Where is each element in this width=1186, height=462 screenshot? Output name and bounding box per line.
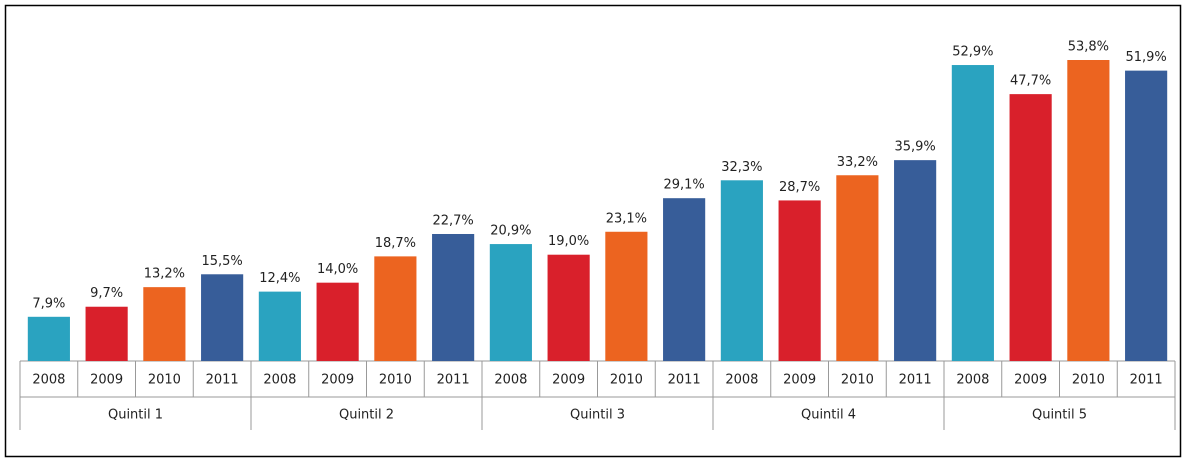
value-label: 12,4%	[259, 271, 300, 286]
year-label: 2008	[494, 373, 527, 388]
bar	[836, 175, 879, 361]
bar	[258, 291, 301, 361]
bar	[1009, 94, 1052, 362]
value-label: 53,8%	[1068, 40, 1109, 55]
value-label: 52,9%	[952, 45, 993, 60]
year-label: 2011	[206, 373, 239, 388]
value-label: 47,7%	[1010, 74, 1051, 89]
value-label: 18,7%	[375, 236, 416, 251]
year-label: 2008	[263, 373, 296, 388]
bar	[27, 316, 70, 361]
year-label: 2009	[783, 373, 816, 388]
value-label: 32,3%	[721, 160, 762, 175]
value-label: 7,9%	[32, 296, 65, 311]
bar	[85, 306, 128, 361]
value-label: 14,0%	[317, 262, 358, 277]
value-label: 13,2%	[144, 267, 185, 282]
value-label: 22,7%	[432, 213, 473, 228]
frame	[4, 4, 1182, 458]
value-label: 28,7%	[779, 180, 820, 195]
category-label: Quintil 1	[108, 408, 163, 423]
bar	[720, 180, 763, 361]
value-label: 29,1%	[663, 178, 704, 193]
bar	[432, 233, 475, 361]
bar	[605, 231, 648, 361]
bar	[894, 160, 937, 361]
category-label: Quintil 5	[1032, 408, 1087, 423]
bar	[316, 282, 359, 361]
year-label: 2009	[552, 373, 585, 388]
bar	[951, 65, 994, 362]
value-label: 23,1%	[606, 211, 647, 226]
year-label: 2010	[148, 373, 181, 388]
bar	[489, 244, 532, 361]
bar	[143, 287, 186, 361]
year-label: 2008	[32, 373, 65, 388]
category-label: Quintil 2	[339, 408, 394, 423]
year-label: 2011	[668, 373, 701, 388]
year-label: 2010	[610, 373, 643, 388]
year-label: 2011	[437, 373, 470, 388]
year-label: 2009	[321, 373, 354, 388]
bar	[374, 256, 417, 361]
value-label: 19,0%	[548, 234, 589, 249]
year-label: 2010	[841, 373, 874, 388]
category-label: Quintil 3	[570, 408, 625, 423]
year-label: 2011	[1130, 373, 1163, 388]
bar	[1125, 70, 1168, 361]
value-label: 35,9%	[894, 140, 935, 155]
value-label: 20,9%	[490, 224, 531, 239]
year-label: 2008	[956, 373, 989, 388]
bar	[663, 198, 706, 361]
value-label: 51,9%	[1125, 50, 1166, 65]
year-label: 2008	[725, 373, 758, 388]
bar	[778, 200, 821, 361]
value-label: 33,2%	[837, 155, 878, 170]
bar	[547, 254, 590, 361]
year-label: 2011	[899, 373, 932, 388]
year-label: 2009	[90, 373, 123, 388]
category-label: Quintil 4	[801, 408, 856, 423]
year-label: 2009	[1014, 373, 1047, 388]
year-label: 2010	[379, 373, 412, 388]
bar	[1067, 60, 1110, 361]
year-label: 2010	[1072, 373, 1105, 388]
value-label: 9,7%	[90, 286, 123, 301]
value-label: 15,5%	[201, 254, 242, 269]
bar	[201, 274, 244, 361]
